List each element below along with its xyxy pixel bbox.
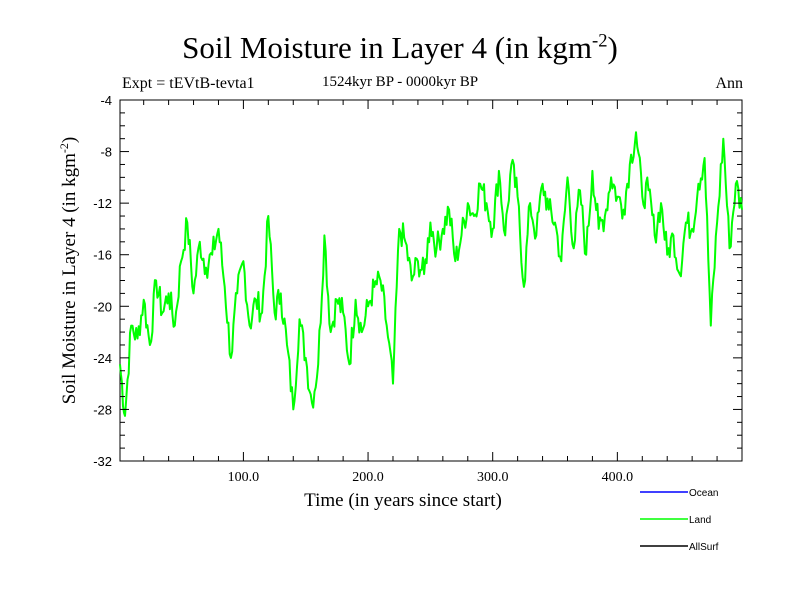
season-label: Ann bbox=[715, 75, 743, 92]
legend-label-ocean: Ocean bbox=[689, 488, 718, 499]
y-tick-label: -16 bbox=[93, 248, 112, 263]
chart-title: Soil Moisture in Layer 4 (in kgm-2) bbox=[182, 30, 618, 65]
plot-area bbox=[119, 99, 743, 462]
x-tick-label: 100.0 bbox=[228, 470, 260, 485]
series-line-land bbox=[119, 131, 743, 417]
y-tick-label: -4 bbox=[100, 93, 112, 108]
x-tick-label: 200.0 bbox=[352, 470, 384, 485]
legend: Ocean Land AllSurf bbox=[640, 488, 719, 553]
experiment-label: Expt = tEVtB-tevta1 bbox=[122, 75, 255, 92]
y-tick-label: -12 bbox=[93, 196, 112, 211]
legend-label-allsurf: AllSurf bbox=[689, 542, 719, 553]
axes-layer: -4 -8 -12 -16 -20 -24 -28 -32 100.0 200.0 300.0 400… bbox=[57, 93, 743, 511]
chart-subtitle: 1524kyr BP - 0000kyr BP bbox=[321, 74, 479, 90]
legend-label-land: Land bbox=[689, 515, 711, 526]
y-axis-label: Soil Moisture in Layer 4 (in kgm-2) bbox=[57, 137, 80, 405]
x-axis-label: Time (in years since start) bbox=[304, 490, 502, 511]
y-tick-label: -32 bbox=[93, 454, 112, 469]
y-tick-label: -28 bbox=[93, 402, 112, 417]
plot-border bbox=[119, 99, 743, 462]
series-layer bbox=[119, 131, 743, 417]
y-tick-label: -20 bbox=[93, 299, 112, 314]
x-tick-label: 300.0 bbox=[477, 470, 509, 485]
y-tick-label: -8 bbox=[100, 145, 112, 160]
y-tick-label: -24 bbox=[93, 351, 112, 366]
x-tick-label: 400.0 bbox=[602, 470, 634, 485]
